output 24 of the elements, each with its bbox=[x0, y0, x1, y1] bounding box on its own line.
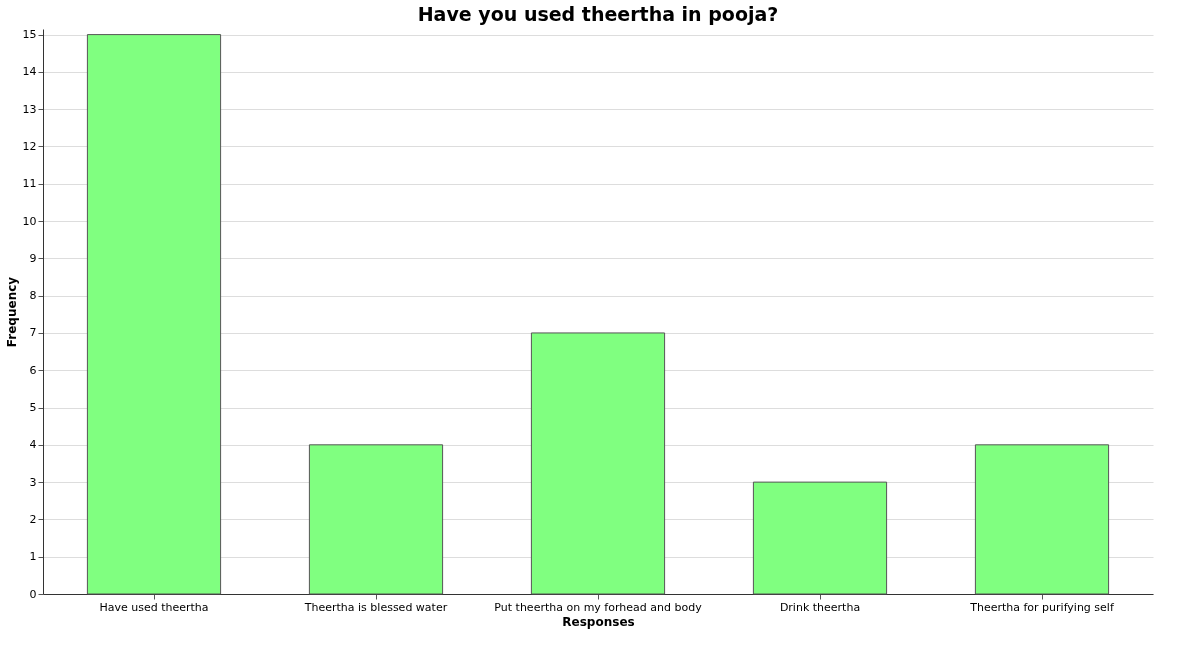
y-tick-label: 14 bbox=[22, 65, 37, 79]
y-tick-label: 11 bbox=[22, 177, 37, 191]
x-tick-label: Theertha is blessed water bbox=[303, 600, 448, 614]
y-tick-label: 15 bbox=[22, 28, 37, 42]
y-tick-label: 2 bbox=[29, 512, 37, 526]
y-tick-label: 5 bbox=[29, 401, 37, 415]
y-tick-label: 9 bbox=[29, 251, 37, 265]
y-tick-label: 7 bbox=[29, 326, 37, 340]
x-tick-label: Have used theertha bbox=[99, 600, 209, 614]
y-tick-label: 4 bbox=[29, 438, 37, 452]
y-tick-label: 13 bbox=[22, 102, 37, 116]
x-tick-label: Theertha for purifying self bbox=[969, 600, 1115, 614]
y-tick-label: 10 bbox=[22, 214, 37, 228]
chart-title: Have you used theertha in pooja? bbox=[417, 2, 779, 25]
y-tick-label: 1 bbox=[29, 550, 37, 564]
y-axis-title: Frequency bbox=[4, 276, 19, 348]
x-tick-label: Put theertha on my forhead and body bbox=[494, 600, 703, 614]
y-tick-label: 6 bbox=[29, 363, 37, 377]
x-tick-label: Drink theertha bbox=[779, 600, 861, 614]
y-tick-label: 3 bbox=[29, 475, 37, 489]
y-tick-label: 12 bbox=[22, 139, 37, 153]
y-tick-label: 0 bbox=[29, 587, 37, 601]
x-axis-title: Responses bbox=[562, 614, 635, 629]
y-tick-label: 8 bbox=[29, 289, 37, 303]
